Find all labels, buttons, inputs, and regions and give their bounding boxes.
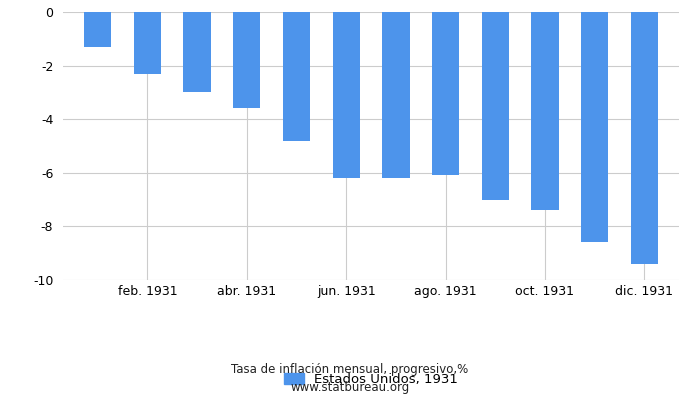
Bar	[233, 12, 260, 108]
Bar	[631, 12, 658, 264]
Legend: Estados Unidos, 1931: Estados Unidos, 1931	[279, 367, 463, 391]
Bar	[581, 12, 608, 242]
Bar	[283, 12, 310, 141]
Bar	[332, 12, 360, 178]
Bar	[382, 12, 410, 178]
Bar	[84, 12, 111, 47]
Bar	[482, 12, 509, 200]
Text: www.statbureau.org: www.statbureau.org	[290, 382, 410, 394]
Text: Tasa de inflación mensual, progresivo,%: Tasa de inflación mensual, progresivo,%	[232, 364, 468, 376]
Bar	[531, 12, 559, 210]
Bar	[134, 12, 161, 74]
Bar	[183, 12, 211, 92]
Bar	[432, 12, 459, 176]
